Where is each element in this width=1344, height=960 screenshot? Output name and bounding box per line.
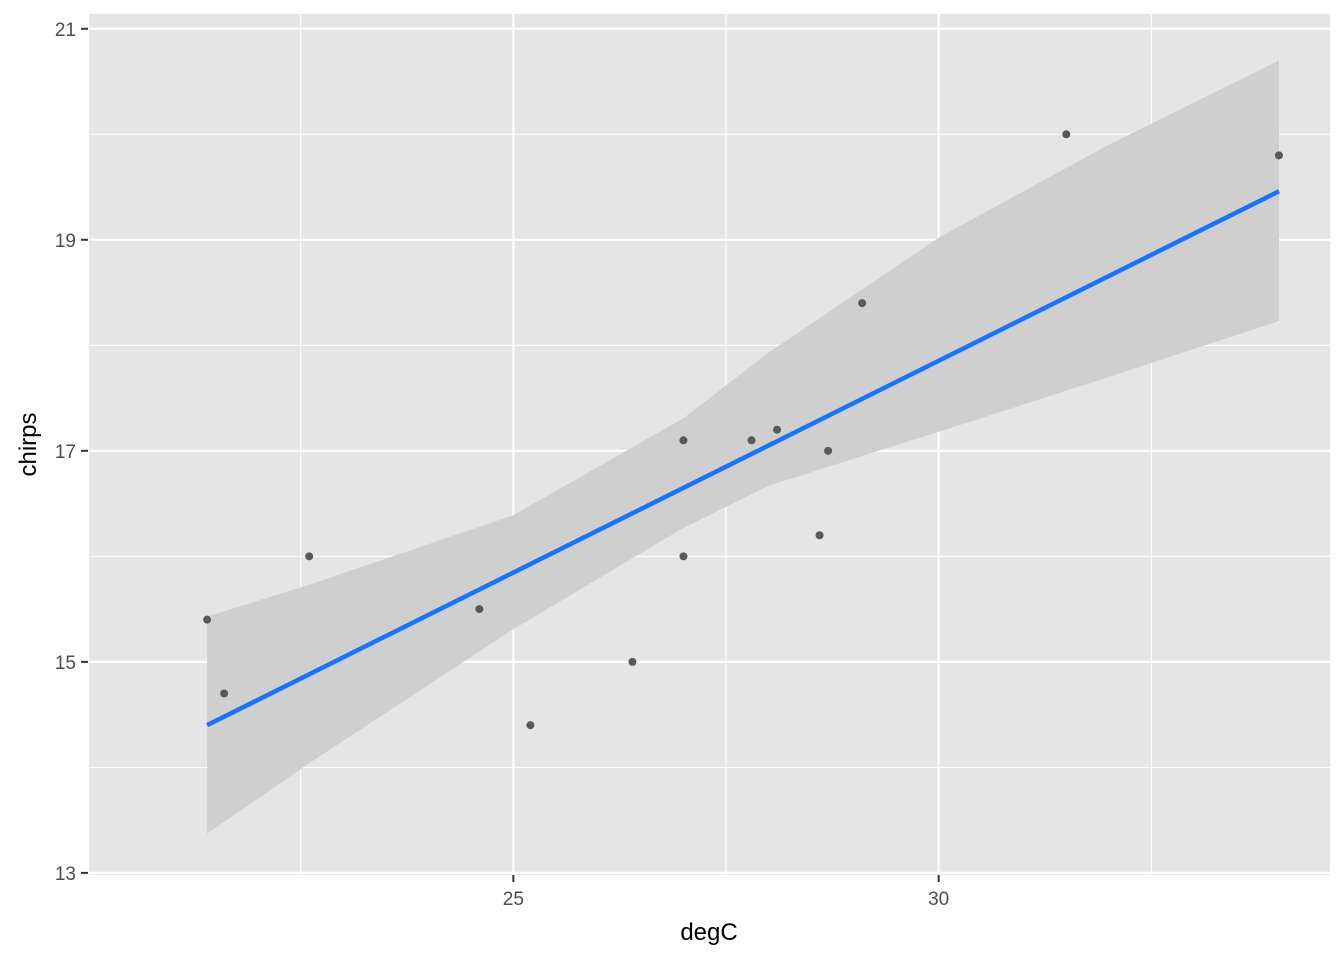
data-point: [679, 552, 688, 561]
x-axis-title: degC: [680, 919, 737, 946]
x-tick-label: 25: [503, 889, 524, 910]
data-point: [858, 299, 867, 308]
y-tick-label: 21: [55, 20, 76, 41]
data-point: [1274, 151, 1283, 160]
y-tick-label: 15: [55, 653, 76, 674]
data-points: [203, 130, 1283, 730]
major-gridlines: [86, 14, 1330, 875]
data-point: [679, 436, 688, 445]
data-point: [628, 657, 637, 666]
data-point: [305, 552, 314, 561]
axis-ticks: [81, 27, 940, 882]
tick-labels: 13 15 17 19 21 25 30: [55, 20, 949, 910]
confidence-band: [207, 60, 1280, 834]
data-point: [815, 531, 824, 540]
y-axis-title: chirps: [15, 412, 42, 476]
data-point: [526, 721, 535, 730]
regression-line: [206, 189, 1280, 728]
data-point: [747, 436, 756, 445]
data-point: [824, 446, 833, 455]
data-point: [1062, 130, 1071, 139]
data-point: [475, 605, 484, 614]
data-point: [203, 615, 212, 624]
y-tick-label: 17: [55, 442, 76, 463]
data-point: [773, 425, 782, 434]
y-tick-label: 19: [55, 231, 76, 252]
y-tick-label: 13: [55, 864, 76, 885]
data-point: [220, 689, 229, 698]
x-tick-label: 30: [928, 889, 949, 910]
